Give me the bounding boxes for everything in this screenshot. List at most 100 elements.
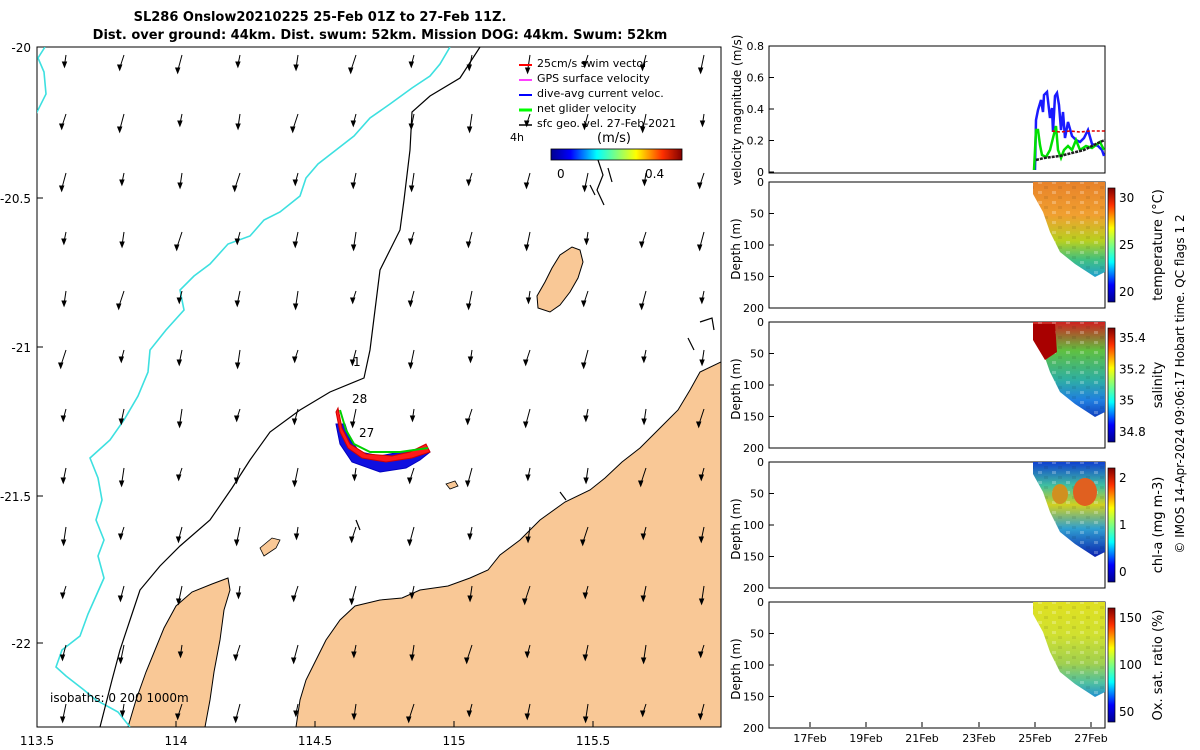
time-tick-label: 19Feb	[849, 732, 882, 745]
velocity-arrowhead	[467, 595, 473, 603]
velocity-arrowhead	[581, 123, 588, 131]
velocity-arrowhead	[408, 61, 415, 69]
velocity-arrowhead	[175, 474, 182, 482]
velocity-arrowhead	[698, 536, 705, 544]
velocity-arrowhead	[289, 126, 296, 134]
velocity-arrowhead	[351, 474, 358, 482]
velocity-panel: 0 0.2 0.4 0.6 0.8 velocity magnitude (m/s)	[730, 35, 1106, 186]
velocity-arrowhead	[234, 362, 241, 370]
time-tick-label: 27Feb	[1074, 732, 1107, 745]
colorbar-tick-label: 1	[1119, 518, 1127, 532]
chl-max-patch	[1052, 484, 1068, 504]
isobath-1000m	[37, 47, 451, 727]
map-panel: 1 28 27 isobaths: 0 200 1000m 25cm/s swi…	[0, 41, 722, 748]
velocity-arrowhead	[176, 297, 183, 305]
velocity-arrowhead	[175, 536, 182, 544]
net-glider-velocity	[339, 409, 429, 453]
depth-axis-label: Depth (m)	[729, 638, 743, 699]
depth-tick-label: 50	[750, 488, 764, 501]
velocity-arrowhead	[696, 182, 703, 190]
velocity-arrowhead	[118, 418, 125, 426]
colorbar-tick-label: 35	[1119, 394, 1134, 408]
velocity-arrowhead	[350, 244, 357, 252]
depth-tick-label: 200	[743, 302, 764, 315]
islet	[259, 537, 281, 557]
legend-item: 25cm/s swim vector	[519, 57, 648, 70]
velocity-arrowhead	[119, 710, 126, 718]
chart-title: SL286 Onslow20210225 25-Feb 01Z to 27-Fe…	[133, 10, 507, 25]
velocity-arrowhead	[583, 477, 589, 485]
depth-tick-label: 0	[757, 456, 764, 469]
reef-fragments	[355, 159, 715, 531]
velocity-ylabel: velocity magnitude (m/s)	[730, 35, 744, 186]
velocity-arrowhead	[57, 362, 64, 370]
x-tick-label: 114.5	[298, 734, 332, 748]
velocity-arrowhead	[525, 536, 531, 544]
depth-tick-label: 50	[750, 348, 764, 361]
velocity-arrowhead	[405, 716, 412, 724]
velocity-arrowhead	[350, 182, 357, 190]
velocity-arrowhead	[580, 362, 587, 370]
velocity-arrowhead	[60, 539, 67, 547]
velocity-arrowhead	[118, 356, 125, 364]
velocity-arrowhead	[641, 418, 647, 426]
velocity-arrowhead	[637, 480, 644, 488]
depth-tick-label: 150	[743, 551, 764, 564]
colorbar-tick-label: 100	[1119, 658, 1142, 672]
time-tick-label: 23Feb	[962, 732, 995, 745]
velocity-arrowhead	[582, 716, 589, 724]
velocity-arrowhead	[117, 657, 124, 665]
velocity-arrowhead	[523, 120, 530, 128]
velocity-arrowhead	[118, 480, 125, 488]
day-label: 28	[352, 392, 367, 406]
colorbar-tick-label: 35.2	[1119, 362, 1146, 376]
legend-item: sfc geo. vel. 27-Feb-2021	[519, 117, 676, 130]
velocity-arrowhead	[59, 654, 66, 662]
y-tick-label: -20.5	[0, 192, 31, 206]
velocity-arrowhead	[116, 64, 123, 72]
colorbar-label: temperature (°C)	[1151, 189, 1166, 301]
velocity-arrowhead	[521, 598, 528, 606]
velocity-arrowhead	[351, 713, 357, 721]
velocity-arrowhead	[59, 716, 66, 724]
velocity-arrowhead	[292, 241, 299, 249]
y-tick-label: -21.5	[0, 490, 31, 504]
velocity-arrowhead	[292, 303, 299, 311]
velocity-arrowhead	[467, 356, 474, 364]
y-tick-label: -22	[11, 637, 31, 651]
velocity-arrowhead	[639, 64, 646, 72]
legend-item: net glider velocity	[519, 102, 637, 115]
velocity-arrowhead	[406, 477, 413, 485]
day-label: 1	[353, 355, 361, 369]
velocity-arrowhead	[177, 182, 183, 190]
velocity-arrowhead	[59, 592, 66, 600]
velocity-arrowhead	[174, 67, 181, 75]
colorbar-tick-label: 30	[1119, 191, 1134, 205]
section-panel: 0 50 100 150 200 Depth (m) 35.4 35.2 35 34.8 salin…	[729, 316, 1166, 455]
velocity-arrowhead	[348, 598, 355, 606]
velocity-arrowhead	[695, 421, 702, 429]
velocity-arrowhead	[117, 533, 124, 541]
section-colorbar	[1107, 467, 1116, 583]
velocity-arrowhead	[61, 61, 68, 69]
isobaths-label: isobaths: 0 200 1000m	[50, 691, 189, 705]
velocity-arrowhead	[290, 595, 297, 603]
colorbar-tick-label: 25	[1119, 238, 1134, 252]
depth-tick-label: 200	[743, 442, 764, 455]
velocity-arrowhead	[524, 651, 531, 659]
depth-tick-label: 150	[743, 271, 764, 284]
time-tick-label: 21Feb	[905, 732, 938, 745]
legend-label: sfc geo. vel. 27-Feb-2021	[537, 117, 676, 130]
velocity-arrowhead	[638, 303, 645, 311]
depth-tick-label: 100	[743, 379, 764, 392]
velocity-arrowhead	[639, 710, 646, 718]
day-label: 27	[359, 426, 374, 440]
x-tick-label: 115	[443, 734, 466, 748]
velocity-arrowhead	[465, 303, 472, 311]
x-tick-label: 113.5	[20, 734, 54, 748]
velocity-arrowhead	[348, 536, 355, 544]
legend-label: GPS surface velocity	[537, 72, 650, 85]
colorbar-tick-label: 50	[1119, 705, 1134, 719]
depth-tick-label: 0	[757, 176, 764, 189]
